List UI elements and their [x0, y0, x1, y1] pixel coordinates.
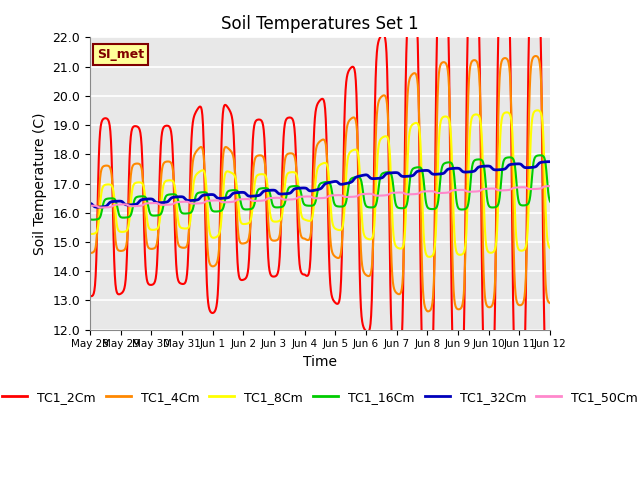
Y-axis label: Soil Temperature (C): Soil Temperature (C)	[33, 112, 47, 255]
X-axis label: Time: Time	[303, 355, 337, 369]
Legend: TC1_2Cm, TC1_4Cm, TC1_8Cm, TC1_16Cm, TC1_32Cm, TC1_50Cm: TC1_2Cm, TC1_4Cm, TC1_8Cm, TC1_16Cm, TC1…	[0, 385, 640, 408]
Title: Soil Temperatures Set 1: Soil Temperatures Set 1	[221, 15, 419, 33]
Text: SI_met: SI_met	[97, 48, 144, 61]
